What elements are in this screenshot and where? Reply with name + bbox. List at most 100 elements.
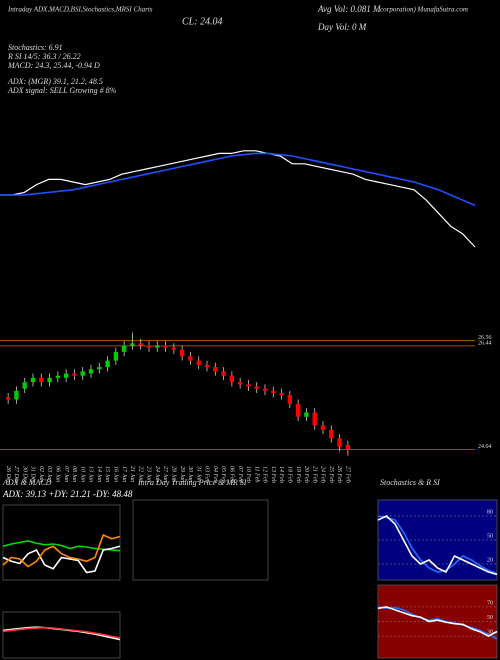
candle-body: [188, 356, 193, 361]
series-line: [377, 606, 498, 640]
x-tick-label: 16 Jan: [112, 466, 118, 482]
candle-body: [113, 351, 119, 361]
x-tick-label: 08 Jan: [71, 466, 77, 482]
level-label: 50: [487, 533, 493, 539]
x-tick-label: 19 Feb: [295, 466, 301, 483]
x-tick-label: 27 Dec: [13, 466, 19, 483]
level-label: 70: [487, 600, 493, 606]
candle-body: [213, 367, 218, 372]
x-tick-label: 23 Jan: [146, 466, 152, 482]
x-tick-label: 07 Jan: [63, 466, 69, 482]
x-tick-label: 10 Feb: [245, 466, 251, 483]
candle-body: [22, 382, 27, 389]
x-tick-label: 30 Dec: [21, 465, 27, 483]
candle-body: [146, 345, 152, 348]
candle-body: [171, 347, 177, 350]
candle-body: [39, 377, 44, 383]
candle-body: [155, 345, 160, 348]
x-tick-label: 25 Feb: [328, 466, 334, 483]
candle-body: [121, 345, 127, 352]
annotation: corporation) MunafaSutra.com: [380, 6, 468, 14]
annotation: CL: 24.04: [182, 16, 223, 27]
x-tick-label: 17 Jan: [121, 466, 127, 482]
candle-body: [80, 371, 85, 376]
candle-body: [246, 384, 251, 387]
candle-body: [279, 393, 284, 396]
candle-body: [345, 444, 351, 450]
panel-title: Intra Day Trading Price & MR SI: [137, 478, 247, 487]
candle-body: [88, 369, 94, 374]
x-tick-label: 11 Feb: [253, 466, 259, 482]
x-tick-label: 14 Jan: [96, 466, 103, 482]
x-tick-label: 18 Feb: [286, 466, 292, 483]
level-label: 26.56: [478, 335, 492, 341]
panel: [377, 584, 498, 659]
x-tick-label: 10 Jan: [79, 466, 85, 482]
candle-body: [304, 412, 309, 417]
candle-body: [138, 343, 143, 346]
x-tick-label: 06 Jan: [54, 466, 60, 482]
x-tick-label: 21 Feb: [311, 466, 317, 483]
panel: [132, 499, 269, 581]
level-label: 50: [487, 615, 493, 621]
candle-body: [179, 349, 185, 357]
candle-body: [72, 373, 77, 376]
panel-subtitle: ADX: 39.13 +DY: 21.21 -DY: 48.48: [2, 489, 133, 499]
series-line: [377, 606, 498, 638]
x-tick-label: 03 Feb: [204, 466, 210, 483]
series-line: [2, 626, 121, 639]
candle-body: [105, 360, 110, 368]
candle-body: [312, 412, 317, 426]
annotation: MACD: 24.3, 25.44, -0.94 D: [7, 61, 100, 70]
x-tick-label: 24 Jan: [154, 466, 161, 482]
x-tick-label: 26 Dec: [5, 466, 11, 483]
level-label: 24.04: [478, 444, 492, 450]
series-line: [2, 540, 121, 552]
candle-body: [262, 388, 268, 391]
x-tick-label: 27 Feb: [344, 466, 350, 483]
candle-body: [130, 343, 135, 346]
annotation: Day Vol: 0 M: [317, 22, 367, 32]
annotation: Intraday ADX,MACD,BSI,Stochastics,MRSI C…: [7, 6, 153, 14]
x-tick-label: 21 Jan: [129, 466, 135, 482]
level-label: 80: [487, 509, 493, 515]
series-line: [377, 515, 498, 576]
candle-body: [221, 371, 226, 376]
x-tick-label: 04 Feb: [212, 466, 219, 483]
panel-title: Stochastics & R SI: [380, 478, 440, 487]
x-tick-label: 22 Jan: [137, 466, 143, 482]
annotation: R SI 14/5: 36.3 / 26.22: [7, 52, 81, 61]
candle-body: [254, 386, 259, 389]
x-tick-label: 05 Feb: [220, 466, 226, 483]
candle-body: [271, 390, 276, 393]
level-label: 20: [487, 557, 493, 563]
candle-body: [163, 345, 168, 348]
candle-body: [237, 382, 243, 385]
x-tick-label: 13 Feb: [270, 466, 276, 483]
candle-body: [295, 403, 301, 417]
series-line: [0, 152, 476, 207]
x-tick-label: 07 Feb: [237, 466, 243, 483]
x-tick-label: 31 Dec: [30, 465, 36, 483]
annotation: Stochastics: 6.91: [8, 43, 63, 52]
x-tick-label: 27 Jan: [162, 466, 168, 482]
candle-body: [329, 429, 334, 439]
level-label: 30: [487, 629, 493, 635]
candle-body: [47, 377, 52, 383]
annotation: Avg Vol: 0.081 M: [317, 4, 381, 14]
x-tick-label: 13 Jan: [88, 466, 94, 482]
x-tick-label: 24 Feb: [320, 466, 327, 483]
candle-body: [14, 390, 19, 400]
x-tick-label: 28 Jan: [170, 466, 176, 482]
candle-body: [97, 367, 102, 370]
x-tick-label: 12 Feb: [262, 466, 268, 483]
annotation: ADX: (MGR) 39.1, 21.2, 48.5: [7, 77, 103, 86]
x-tick-label: 30 Jan: [187, 465, 193, 482]
series-line: [377, 515, 498, 575]
x-tick-label: 06 Feb: [228, 466, 234, 483]
candle-body: [63, 373, 69, 378]
x-tick-label: 03 Jan: [46, 466, 52, 482]
candle-body: [196, 360, 201, 365]
candle-body: [287, 395, 293, 404]
